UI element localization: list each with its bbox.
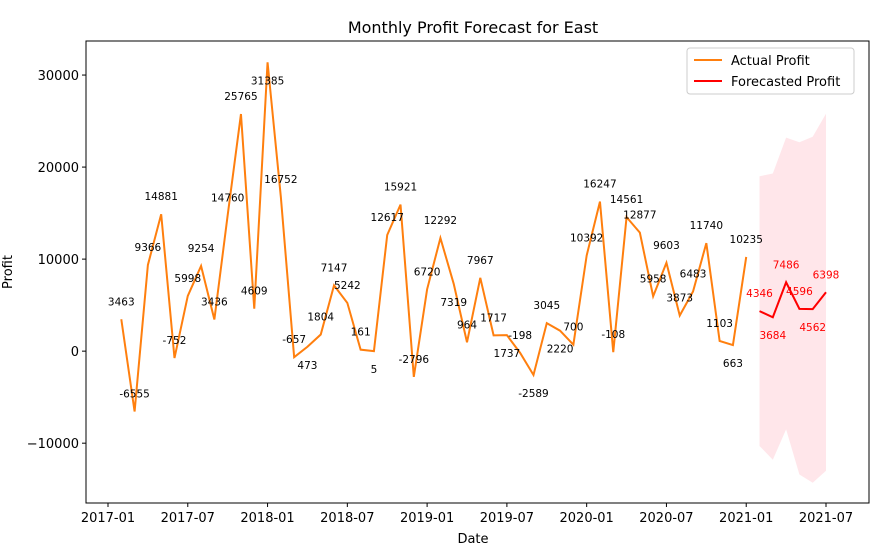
data-label: -2796 — [399, 354, 430, 366]
data-label: 663 — [723, 358, 743, 370]
data-label: -657 — [282, 334, 306, 346]
data-label: 6720 — [414, 266, 441, 278]
data-label: 14760 — [211, 192, 244, 204]
data-label: 16247 — [583, 179, 616, 191]
data-label: 3684 — [759, 330, 786, 342]
data-label: 4346 — [746, 288, 773, 300]
data-label: 10235 — [730, 234, 763, 246]
x-axis-label: Date — [457, 532, 488, 547]
data-label: 9254 — [188, 243, 215, 255]
x-tick-label: 2020-07 — [639, 511, 693, 526]
data-label: -198 — [508, 330, 532, 342]
data-label: 12617 — [371, 212, 404, 224]
data-label: 5242 — [334, 280, 361, 292]
data-label: 31385 — [251, 75, 284, 87]
data-label: 3463 — [108, 296, 135, 308]
data-label: 14881 — [144, 191, 177, 203]
x-tick-label: 2020-01 — [560, 511, 614, 526]
data-label: 9603 — [653, 240, 680, 252]
data-label: 14561 — [610, 194, 643, 206]
data-label: 4609 — [241, 286, 268, 298]
legend: Actual Profit Forecasted Profit — [686, 47, 855, 95]
data-label: 5 — [371, 364, 378, 376]
data-label: 7147 — [321, 262, 348, 274]
y-tick-label: −10000 — [27, 437, 79, 452]
x-tick-label: 2018-01 — [240, 511, 294, 526]
actual-line — [120, 62, 748, 412]
data-label: 3436 — [201, 297, 228, 309]
y-tick-label: 30000 — [38, 69, 79, 84]
data-label: 1804 — [307, 312, 334, 324]
data-label: 3873 — [666, 293, 693, 305]
confidence-interval — [759, 113, 826, 483]
x-tick-label: 2019-07 — [480, 511, 534, 526]
data-label: 1737 — [494, 348, 521, 360]
y-axis-label: Profit — [1, 255, 16, 289]
data-label: 7486 — [773, 259, 800, 271]
data-label: 4562 — [799, 322, 826, 334]
data-label: 161 — [351, 327, 371, 339]
confidence-band — [759, 113, 826, 483]
plot-frame — [85, 40, 870, 504]
legend-label-actual: Actual Profit — [731, 54, 810, 69]
y-tick-label: 20000 — [38, 161, 79, 176]
data-label: 5998 — [174, 273, 201, 285]
y-tick-label: 10000 — [38, 253, 79, 268]
data-label: 7967 — [467, 255, 494, 267]
data-label: 6483 — [680, 268, 707, 280]
data-label: 1717 — [480, 312, 507, 324]
x-tick-label: 2018-07 — [320, 511, 374, 526]
data-label: -108 — [601, 329, 625, 341]
data-label: 12877 — [623, 210, 656, 222]
x-tick-label: 2021-07 — [799, 511, 853, 526]
x-tick-label: 2021-01 — [719, 511, 773, 526]
data-label: 9366 — [135, 242, 162, 254]
data-label: 16752 — [264, 174, 297, 186]
data-label: 12292 — [424, 215, 457, 227]
chart-title: Monthly Profit Forecast for East — [348, 18, 598, 37]
data-label: 11740 — [690, 220, 723, 232]
y-tick-label: 0 — [71, 345, 79, 360]
data-label: 473 — [297, 360, 317, 372]
data-label: 2220 — [547, 344, 574, 356]
data-label: 1103 — [706, 318, 733, 330]
data-label: -2589 — [518, 388, 549, 400]
data-label: 700 — [563, 322, 583, 334]
data-label: -752 — [163, 335, 187, 347]
data-label: 964 — [457, 319, 477, 331]
data-label: 6398 — [813, 269, 840, 281]
legend-label-forecast: Forecasted Profit — [731, 75, 840, 90]
forecast-line — [759, 279, 827, 319]
data-label: 7319 — [440, 297, 467, 309]
data-label: 15921 — [384, 182, 417, 194]
data-label: 3045 — [533, 300, 560, 312]
data-label: 10392 — [570, 233, 603, 245]
x-tick-label: 2017-01 — [81, 511, 135, 526]
x-tick-label: 2019-01 — [400, 511, 454, 526]
data-label: -6555 — [119, 388, 150, 400]
data-label: 5958 — [640, 273, 667, 285]
data-label: 25765 — [224, 91, 257, 103]
data-label: 4596 — [786, 286, 813, 298]
x-tick-label: 2017-07 — [161, 511, 215, 526]
